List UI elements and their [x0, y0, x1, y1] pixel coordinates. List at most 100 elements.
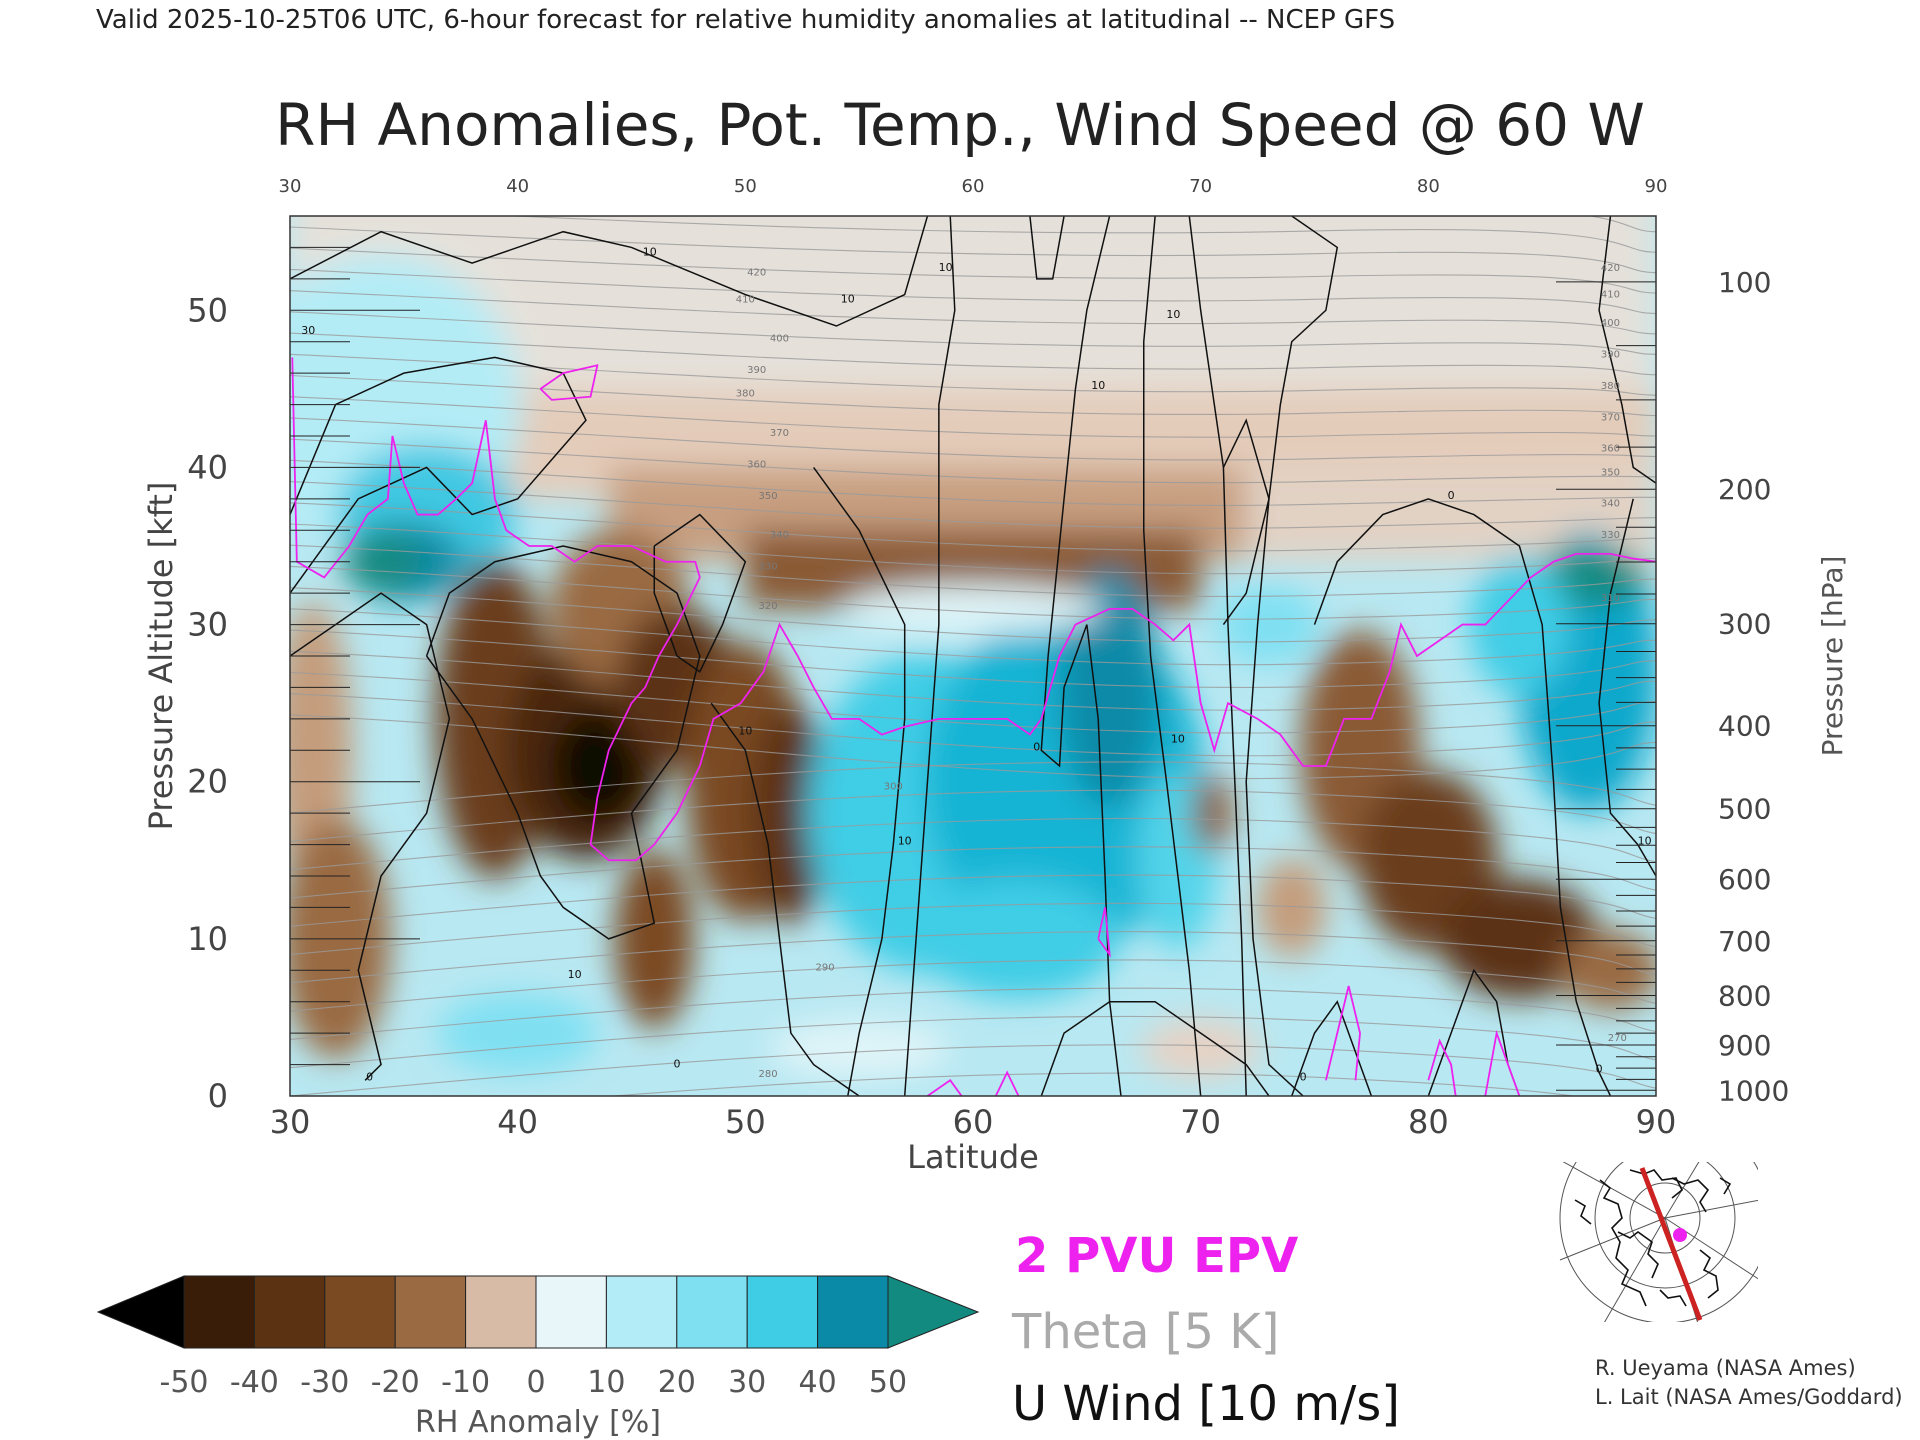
- theta-contour: [290, 459, 1656, 507]
- u-wind-contour: [1040, 1000, 1270, 1096]
- u-wind-contour: [1143, 216, 1202, 1096]
- u-wind-contour: [1188, 216, 1247, 1096]
- epv-2pvu-line: [1097, 907, 1111, 958]
- colorbar-tick-label: -20: [371, 1365, 420, 1400]
- u-wind-label: 10: [643, 245, 657, 258]
- theta-label: 290: [815, 962, 834, 973]
- credit-line-1: R. Ueyama (NASA Ames): [1595, 1356, 1856, 1380]
- theta-contours: [290, 216, 1656, 1096]
- theta-label: 350: [1601, 467, 1620, 478]
- theta-contour: [290, 502, 1656, 552]
- theta-contour: [290, 693, 1656, 757]
- theta-contour: [500, 216, 1656, 253]
- theta-contour: [290, 987, 1656, 1040]
- x-axis-ticks: 30 40 50 60 70 80 90: [270, 1103, 1677, 1141]
- u-wind-label: 30: [301, 324, 315, 337]
- theta-contour-labels: 420 410 400 390 380 370 360 350 340 330 320 300 290 2…: [736, 263, 1627, 1080]
- theta-contour: [290, 817, 1656, 871]
- theta-contour: [290, 930, 1656, 984]
- colorbar-label: RH Anomaly [%]: [415, 1405, 661, 1440]
- theta-contour: [290, 311, 1656, 355]
- colorbar-tick-label: 50: [869, 1365, 907, 1400]
- epv-2pvu-line: [1325, 985, 1361, 1081]
- pressure-tick-label: 900: [1718, 1029, 1771, 1062]
- x-tick-label: 80: [1408, 1103, 1449, 1141]
- u-wind-contour-labels: 30 10 10 10 10 10 10 10 10 10 0 0 0 0 0 0 10: [301, 245, 1651, 1083]
- colorbar-tick-label: -30: [300, 1365, 349, 1400]
- x-tick-label: 30: [270, 1103, 311, 1141]
- pressure-axis-ticks: 100 200 300 400 500 600 700 800 900 1000: [1718, 266, 1789, 1107]
- colorbar-tick-label: 20: [658, 1365, 696, 1400]
- u-wind-label: 0: [1300, 1070, 1307, 1083]
- colorbar-max-arrow: [887, 1275, 980, 1349]
- u-wind-label: 10: [939, 261, 953, 274]
- theta-label: 390: [747, 365, 766, 376]
- pressure-tick-label: 1000: [1718, 1074, 1789, 1107]
- u-wind-label: 0: [674, 1058, 681, 1071]
- theta-contour: [290, 761, 1656, 814]
- theta-label: 330: [1601, 530, 1620, 541]
- theta-contour: [290, 714, 1656, 780]
- u-wind-label: 10: [841, 292, 855, 305]
- pressure-axis-label: Pressure [hPa]: [1816, 556, 1849, 757]
- y-tick-label: 0: [208, 1077, 228, 1115]
- theta-contour: [606, 1072, 1577, 1096]
- x-tick-label: 60: [953, 1103, 994, 1141]
- u-wind-contour: [1245, 216, 1339, 1096]
- theta-contour: [290, 417, 1656, 461]
- theta-label: 300: [884, 782, 903, 793]
- theta-contour: [290, 959, 1656, 1012]
- theta-label: 390: [1601, 349, 1620, 360]
- u-wind-contour: [903, 216, 956, 1096]
- theta-label: 280: [759, 1069, 778, 1080]
- u-wind-contour: [710, 702, 860, 1096]
- theta-contour: [290, 396, 1656, 438]
- pressure-tick-marks: [290, 216, 1656, 1096]
- pressure-tick-label: 400: [1718, 710, 1771, 743]
- theta-label: 400: [1601, 318, 1620, 329]
- x-axis-label: Latitude: [907, 1138, 1039, 1176]
- colorbar-tick-label: 0: [526, 1365, 545, 1400]
- colorbar-segment: [535, 1275, 607, 1349]
- theta-contour: [290, 1015, 1656, 1069]
- theta-contour: [290, 332, 1656, 376]
- theta-label: 360: [1601, 444, 1620, 455]
- u-wind-contour: [1029, 216, 1065, 280]
- u-wind-contour: [1598, 216, 1656, 484]
- pressure-tick-label: 300: [1718, 608, 1771, 641]
- theta-label: 420: [747, 268, 766, 279]
- theta-contour: [290, 523, 1656, 575]
- x-tick-label: 40: [497, 1103, 538, 1141]
- legend-theta: Theta [5 K]: [1011, 1304, 1280, 1360]
- plot-frame: [289, 215, 1657, 1097]
- u-wind-label: 10: [1171, 732, 1185, 745]
- x-tick-label: 50: [725, 1103, 766, 1141]
- credit-line-2: L. Lait (NASA Ames/Goddard): [1595, 1385, 1903, 1409]
- u-wind-contour: [1598, 498, 1656, 877]
- theta-label: 380: [736, 389, 755, 400]
- u-wind-label: 10: [1166, 308, 1180, 321]
- y-axis-ticks: 0 10 20 30 40 50: [187, 291, 228, 1115]
- u-wind-label: 0: [1448, 489, 1455, 502]
- u-wind-label: 0: [1596, 1062, 1603, 1075]
- theta-contour: [290, 587, 1656, 643]
- colorbar-segment: [324, 1275, 396, 1349]
- theta-label: 410: [1601, 290, 1620, 301]
- theta-label: 340: [1601, 499, 1620, 510]
- y-tick-label: 20: [187, 763, 228, 801]
- u-wind-label: 10: [738, 725, 752, 738]
- colorbar-segment: [183, 1275, 255, 1349]
- u-wind-label: 10: [1638, 835, 1652, 848]
- epv-2pvu-contour: [291, 357, 1656, 1096]
- theta-contour: [290, 268, 1656, 314]
- colorbar-segment: [253, 1275, 326, 1349]
- theta-label: 350: [759, 491, 778, 502]
- u-wind-contours: [290, 216, 1656, 1096]
- x-top-tick-label: 50: [734, 176, 757, 197]
- u-wind-label: 10: [568, 968, 582, 981]
- pressure-tick-label: 800: [1718, 980, 1771, 1013]
- theta-label: 370: [1601, 412, 1620, 423]
- x-top-tick-label: 80: [1417, 176, 1440, 197]
- theta-contour: [1587, 216, 1656, 233]
- u-wind-label: 10: [898, 835, 912, 848]
